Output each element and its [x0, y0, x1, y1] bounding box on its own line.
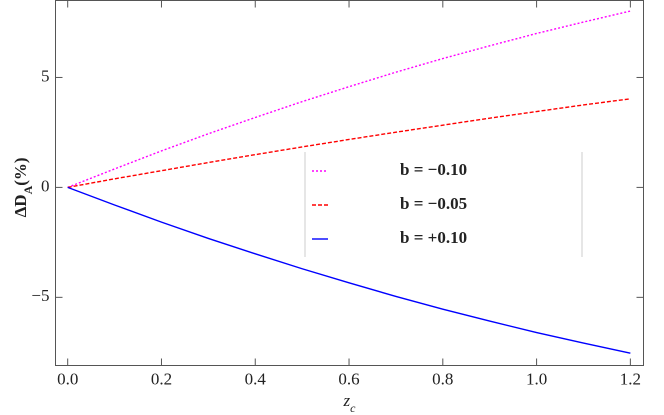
- x-tick-label: 1.2: [620, 369, 641, 388]
- x-axis-label: zc: [343, 391, 357, 415]
- data-line: [67, 10, 631, 189]
- plot-frame: [55, 0, 644, 366]
- legend-label: b = −0.05: [400, 194, 467, 213]
- y-tick-label: 0: [41, 176, 50, 195]
- y-axis-label: ΔDA(%): [11, 157, 35, 217]
- x-tick-label: 0.6: [338, 369, 359, 388]
- y-tick-label: 5: [41, 66, 50, 85]
- data-line: [67, 98, 631, 189]
- legend-label: b = −0.10: [400, 160, 467, 179]
- legend: b = −0.10 b = −0.05 b = +0.10: [304, 152, 583, 257]
- x-tick-label: 0.0: [57, 369, 78, 388]
- legend-label: b = +0.10: [400, 228, 467, 247]
- x-tick-label: 1.0: [526, 369, 547, 388]
- x-tick-label: 0.8: [432, 369, 453, 388]
- y-tick-label: −5: [31, 286, 49, 305]
- data-line: [67, 186, 631, 354]
- x-tick-label: 0.2: [151, 369, 172, 388]
- x-tick-label: 0.4: [245, 369, 267, 388]
